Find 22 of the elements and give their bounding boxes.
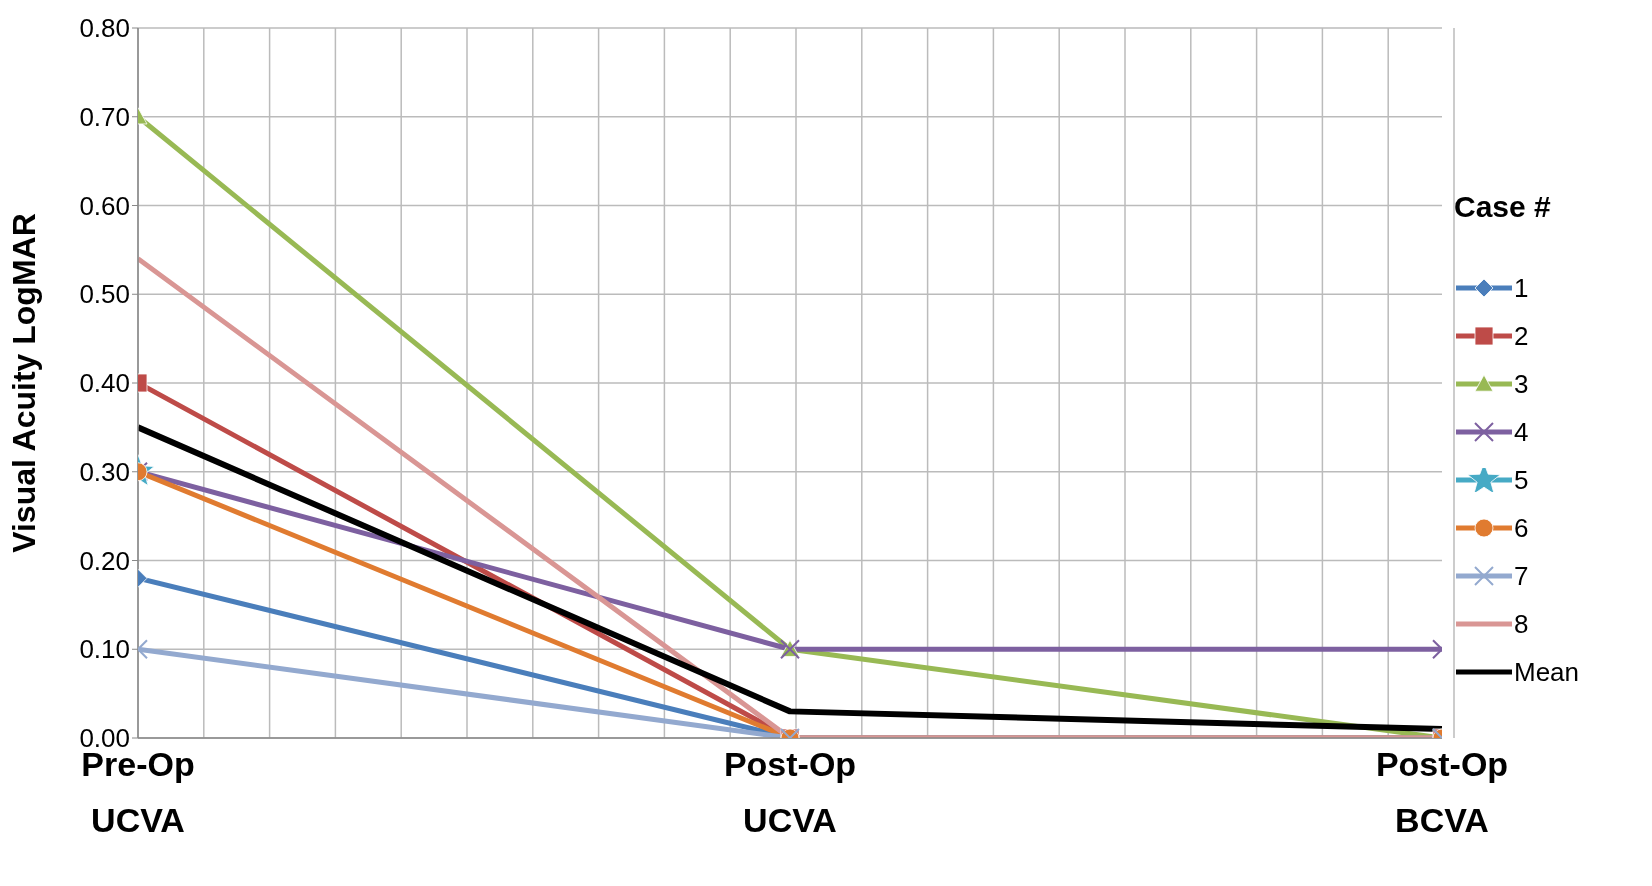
y-tick-label: 0.70: [79, 101, 130, 132]
legend-label: 8: [1514, 608, 1529, 640]
legend-label: 2: [1514, 320, 1529, 352]
x-tick-label: Post-Op UCVA: [723, 745, 857, 839]
legend-title: Case #: [1454, 190, 1552, 224]
legend-label: 6: [1514, 512, 1529, 544]
y-tick-label: 0.20: [79, 545, 130, 576]
legend-label: 3: [1514, 368, 1529, 400]
x-tick-label: Post-Op BCVA: [1375, 745, 1509, 839]
y-tick-label: 0.60: [79, 190, 130, 221]
y-tick-label: 0.00: [79, 723, 130, 754]
y-tick-label: 0.80: [79, 13, 130, 44]
y-tick-label: 0.30: [79, 456, 130, 487]
y-tick-label: 0.40: [79, 368, 130, 399]
y-tick-label: 0.10: [79, 634, 130, 665]
legend-label: 1: [1514, 272, 1529, 304]
legend-label: Mean: [1514, 656, 1580, 688]
legend-label: 4: [1514, 416, 1529, 448]
legend-label: 7: [1514, 560, 1529, 592]
y-axis-title: Visual Acuity LogMAR: [6, 213, 43, 553]
legend-label: 5: [1514, 464, 1529, 496]
y-tick-label: 0.50: [79, 279, 130, 310]
